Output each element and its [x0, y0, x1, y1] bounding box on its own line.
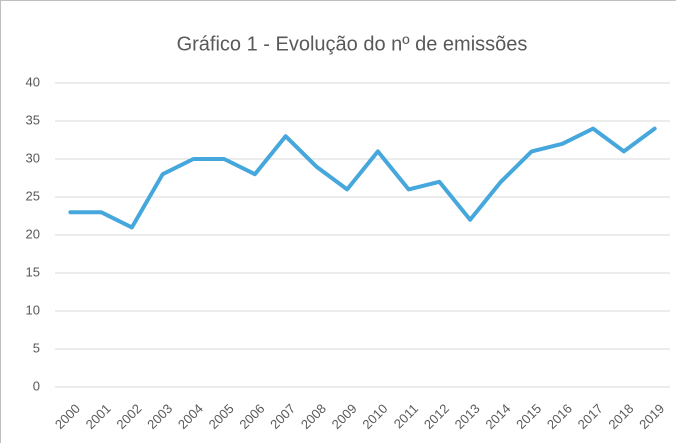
y-tick-label: 15 — [26, 264, 40, 279]
y-tick-label: 0 — [33, 378, 40, 393]
y-tick-label: 30 — [26, 150, 40, 165]
y-tick-label: 20 — [26, 226, 40, 241]
data-line — [68, 126, 657, 230]
y-tick-label: 25 — [26, 188, 40, 203]
y-tick-label: 10 — [26, 302, 40, 317]
y-tick-label: 5 — [33, 340, 40, 355]
y-tick-label: 40 — [26, 74, 40, 89]
y-tick-label: 35 — [26, 112, 40, 127]
chart-title: Gráfico 1 - Evolução do nº de emissões — [177, 33, 528, 55]
